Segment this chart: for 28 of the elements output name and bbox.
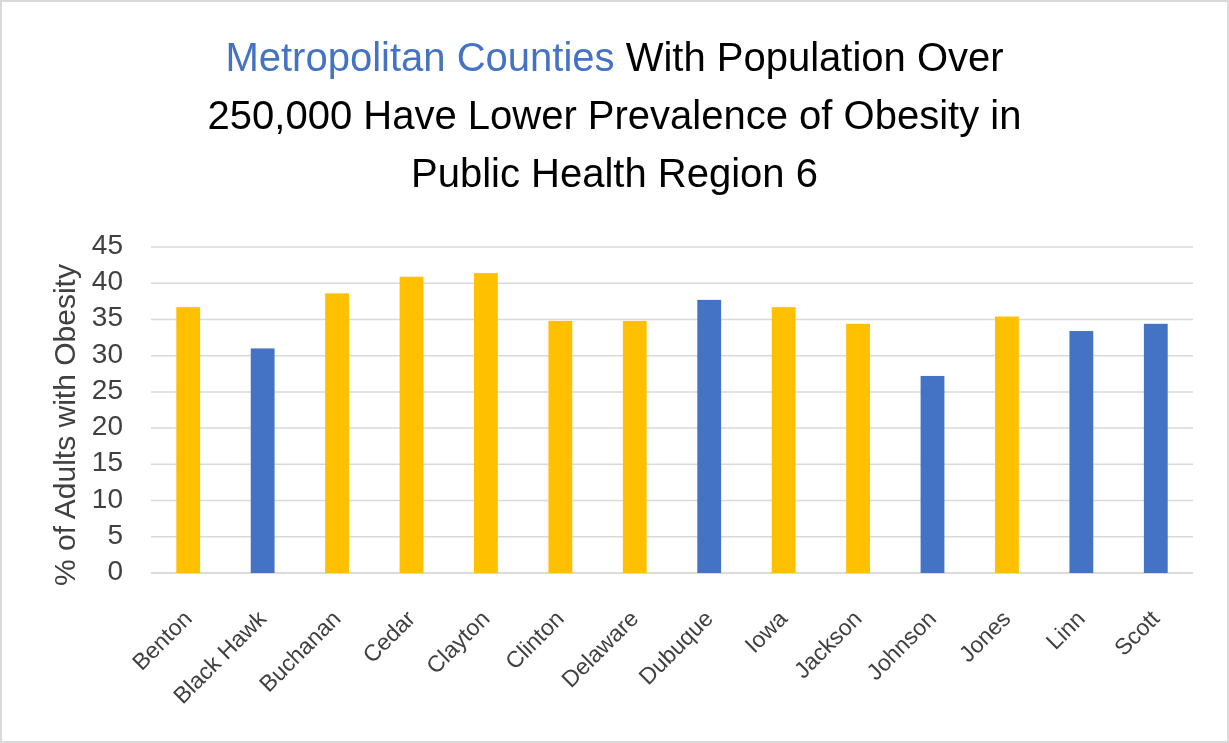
y-tick-label: 10 — [91, 482, 123, 514]
x-tick-label: Linn — [1040, 605, 1090, 655]
bar — [1143, 323, 1168, 573]
y-tick-label: 20 — [91, 410, 123, 442]
y-tick-label: 40 — [91, 265, 123, 297]
y-tick-label: 35 — [91, 301, 123, 333]
bar — [399, 276, 424, 573]
x-tick-label: Iowa — [739, 605, 793, 658]
y-tick-label: 0 — [107, 555, 123, 587]
y-axis-title: % of Adults with Obesity — [48, 264, 81, 586]
bar — [995, 316, 1019, 573]
bar — [474, 273, 498, 573]
bar — [548, 320, 573, 573]
y-tick-label: 25 — [91, 374, 123, 406]
bar — [920, 375, 945, 573]
y-tick-label: 15 — [91, 446, 123, 478]
bar — [176, 307, 201, 573]
bar — [250, 348, 275, 573]
bar — [622, 320, 647, 573]
y-tick-label: 30 — [91, 338, 123, 370]
chart-title: Metropolitan Counties With Population Over 250,000 Have Lower Prevalence of Obesity in Public Health Region 6 — [207, 35, 1022, 195]
y-tick-label: 5 — [107, 519, 123, 551]
y-tick-label: 45 — [91, 229, 123, 261]
bar — [771, 307, 796, 573]
bar — [846, 323, 870, 573]
bar — [325, 293, 349, 573]
bar — [1069, 331, 1094, 573]
bar — [697, 299, 722, 573]
